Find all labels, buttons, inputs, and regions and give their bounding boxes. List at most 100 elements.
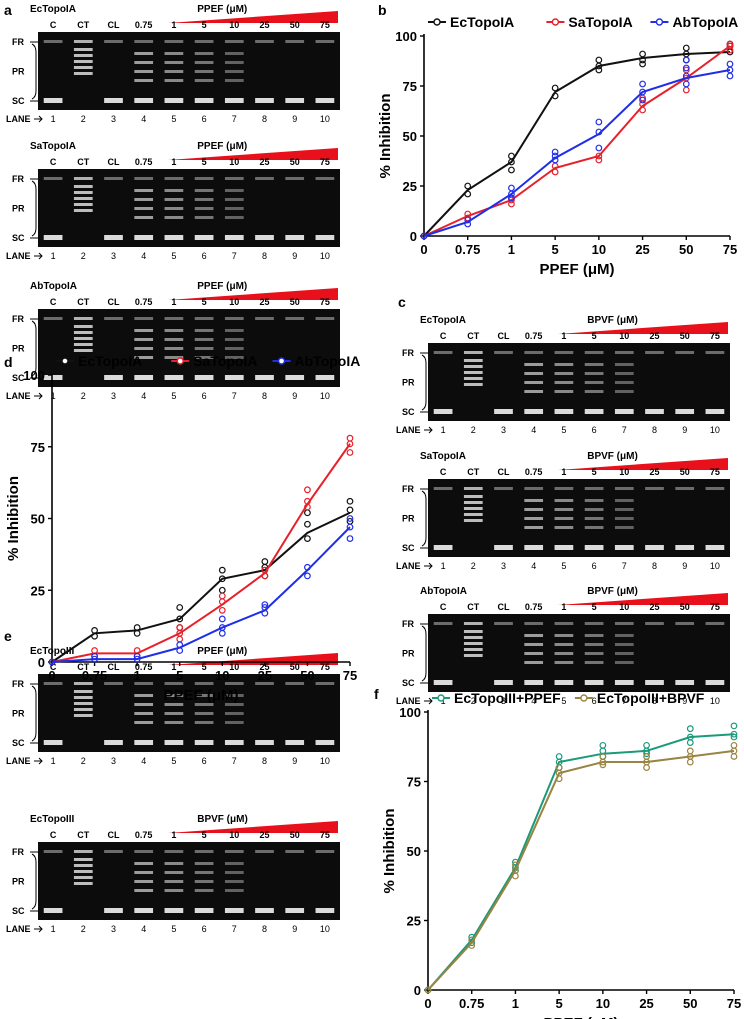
- gel-band-fr: [463, 351, 483, 354]
- y-tick-label: 50: [31, 512, 45, 527]
- data-point: [726, 42, 734, 50]
- gel-band-fr: [194, 850, 214, 853]
- legend-marker: [655, 18, 664, 26]
- lane-header-label: CL: [108, 20, 120, 30]
- gel-band-pr: [134, 347, 154, 350]
- band-label-fr: FR: [402, 484, 414, 494]
- lane-number: 8: [262, 114, 267, 124]
- lane-number: 4: [531, 425, 536, 435]
- gel-band-fr: [224, 40, 244, 43]
- gel-band-pr: [614, 661, 634, 664]
- gel-band-pr: [524, 372, 544, 375]
- lane-header-label: CT: [467, 602, 479, 612]
- lane-number: 7: [232, 251, 237, 261]
- lane-number: 1: [441, 561, 446, 571]
- gel-band-pr: [584, 381, 604, 384]
- gel-band-sc: [194, 908, 214, 913]
- gel-image: [38, 309, 340, 387]
- gel-band-fr: [705, 487, 725, 490]
- gel-band-pr: [463, 377, 483, 380]
- gel-band-pr: [584, 661, 604, 664]
- gel-band-pr: [463, 365, 483, 368]
- gel-band-pr: [584, 652, 604, 655]
- lane-number: 2: [81, 756, 86, 766]
- gel-band-pr: [73, 48, 93, 51]
- gel-band-sc: [614, 545, 634, 550]
- gel-band-fr: [675, 622, 695, 625]
- data-point: [424, 986, 432, 994]
- gel-band-sc: [104, 375, 123, 380]
- gel-band-sc: [433, 545, 453, 550]
- lane-number: 10: [710, 696, 720, 706]
- gel-band-pr: [194, 338, 214, 341]
- legend-marker: [437, 694, 445, 702]
- gel-band-fr: [255, 850, 274, 853]
- lane-number: 2: [81, 114, 86, 124]
- gel-band-fr: [524, 622, 544, 625]
- gel-band-pr: [164, 79, 184, 82]
- gel-band-fr: [433, 487, 453, 490]
- y-tick-label: 0: [38, 655, 45, 670]
- x-tick-label: 1: [134, 668, 141, 683]
- gel-band-fr: [675, 487, 695, 490]
- lane-header-label: 0.75: [135, 662, 153, 672]
- lane-header-label: 1: [561, 331, 566, 341]
- gel-band-pr: [584, 643, 604, 646]
- gel-band-pr: [73, 203, 93, 206]
- lane-header-label: 1: [171, 662, 176, 672]
- data-point: [639, 88, 646, 96]
- gel-band-sc: [104, 98, 123, 103]
- lane-header-label: C: [50, 662, 57, 672]
- gel-band-pr: [73, 197, 93, 200]
- gel-band-pr: [164, 198, 184, 201]
- gel-band-sc: [164, 908, 184, 913]
- gel-band-pr: [164, 356, 184, 359]
- data-point: [133, 655, 141, 663]
- x-axis-label: PPEF (μM): [163, 687, 238, 704]
- lane-header-label: 50: [290, 20, 300, 30]
- gel-compound-label: PPEF (μM): [197, 281, 247, 292]
- lane-header-label: 10: [619, 331, 629, 341]
- lane-header-label: 25: [649, 331, 659, 341]
- gel-band-fr: [554, 487, 574, 490]
- lane-header-label: 1: [171, 830, 176, 840]
- lane-number: 4: [141, 924, 146, 934]
- lane-header-label: 50: [680, 467, 690, 477]
- gel-band-sc: [134, 235, 154, 240]
- lane-number: 9: [682, 425, 687, 435]
- series-line: [51, 526, 351, 663]
- gel-enzyme-label: EcTopoIA: [30, 4, 76, 15]
- gel-band-sc: [104, 740, 123, 745]
- data-point: [599, 741, 607, 749]
- y-tick-label: 25: [403, 179, 417, 194]
- gel-band-pr: [164, 216, 184, 219]
- lane-header-label: 0.75: [525, 331, 543, 341]
- gel-band-sc: [134, 98, 154, 103]
- x-tick-label: 10: [596, 996, 610, 1011]
- lane-header-label: 75: [320, 830, 330, 840]
- panel-letter-c: c: [398, 294, 406, 310]
- gel-band-pr: [194, 712, 214, 715]
- lane-header-label: 0.75: [525, 467, 543, 477]
- concentration-triangle: [167, 11, 338, 23]
- lane-header-label: CL: [108, 662, 120, 672]
- gel-band-pr: [224, 52, 244, 55]
- lane-number: 7: [232, 756, 237, 766]
- data-point: [686, 739, 694, 746]
- data-point: [599, 753, 607, 760]
- band-bracket: [420, 623, 428, 684]
- y-tick-label: 25: [31, 583, 45, 598]
- lane-header-label: 0.75: [135, 157, 153, 167]
- gel-band-pr: [554, 661, 574, 664]
- gel-enzyme-label: AbTopoIA: [420, 586, 467, 597]
- data-point: [508, 194, 515, 202]
- gel-band-fr: [134, 850, 154, 853]
- gel-image: [38, 842, 340, 920]
- gel-band-pr: [554, 390, 574, 393]
- data-point: [508, 166, 515, 174]
- gel-band-sc: [224, 375, 244, 380]
- data-point: [346, 434, 354, 442]
